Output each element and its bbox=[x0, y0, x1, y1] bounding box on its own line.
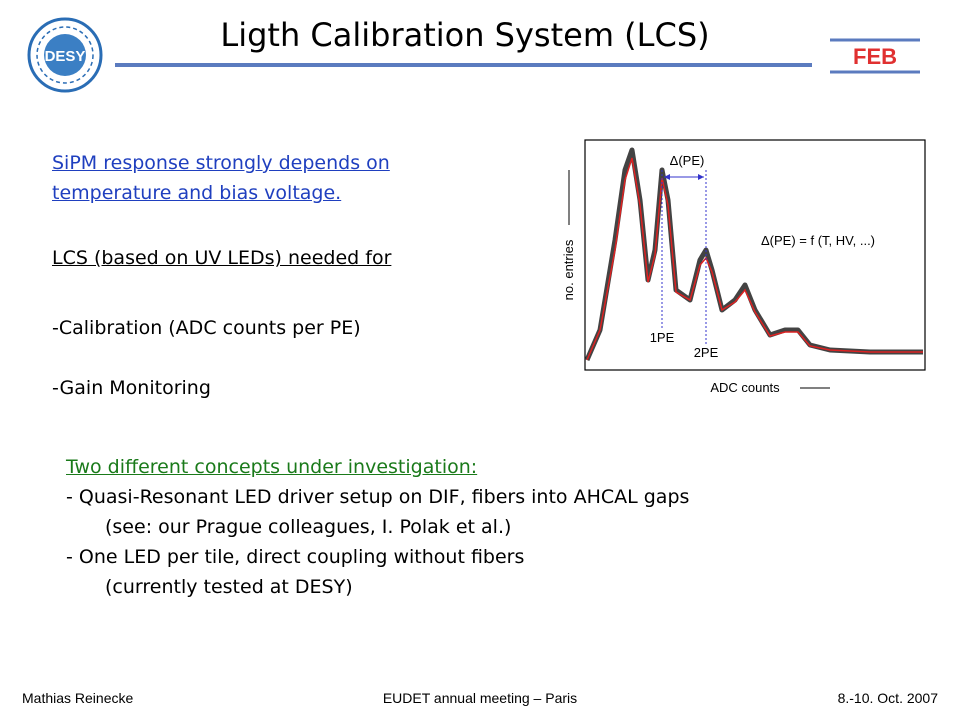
left-text: -Gain Monitoring bbox=[52, 377, 211, 399]
left-text: LCS (based on UV LEDs) needed for bbox=[52, 247, 392, 269]
left-text: -Calibration (ADC counts per PE) bbox=[52, 317, 361, 339]
peak-label: 1PE bbox=[650, 330, 675, 345]
left-text: SiPM response strongly depends on bbox=[52, 152, 390, 174]
x-axis-label: ADC counts bbox=[710, 380, 780, 395]
footer-date: 8.-10. Oct. 2007 bbox=[837, 690, 938, 706]
logo: DESY bbox=[27, 17, 103, 93]
fit-curve bbox=[586, 157, 923, 361]
figure: Δ(PE) Δ(PE) = f (T, HV, ...) 1PE 2PE ADC… bbox=[561, 139, 926, 395]
tag: FEB bbox=[853, 44, 897, 69]
peak-label: 2PE bbox=[694, 345, 719, 360]
footer-author: Mathias Reinecke bbox=[22, 690, 134, 706]
histogram bbox=[584, 147, 923, 361]
concept-item: - One LED per tile, direct coupling with… bbox=[66, 546, 525, 568]
title: Ligth Calibration System (LCS) bbox=[220, 16, 710, 54]
footer-event: EUDET annual meeting – Paris bbox=[382, 690, 578, 706]
left-text: temperature and bias voltage. bbox=[52, 182, 342, 204]
concepts-heading: Two different concepts under investigati… bbox=[66, 456, 478, 478]
delta-label: Δ(PE) bbox=[670, 153, 705, 168]
concept-item: (see: our Prague colleagues, I. Polak et… bbox=[105, 516, 512, 538]
y-axis-label: no. entries bbox=[561, 239, 576, 300]
plot-frame bbox=[584, 139, 926, 371]
formula: Δ(PE) = f (T, HV, ...) bbox=[761, 233, 875, 248]
concept-item: (currently tested at DESY) bbox=[105, 576, 353, 598]
logo-text: DESY bbox=[45, 48, 86, 65]
concept-item: - Quasi-Resonant LED driver setup on DIF… bbox=[66, 486, 690, 508]
